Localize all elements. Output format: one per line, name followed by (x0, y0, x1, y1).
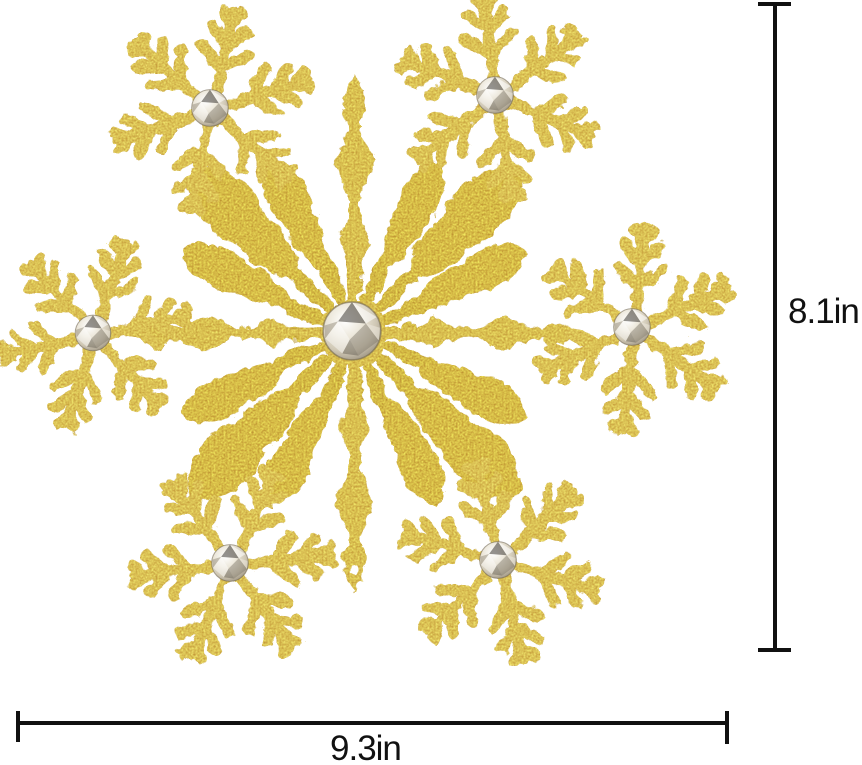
height-dimension-label: 8.1in (788, 292, 860, 331)
width-measure-line (17, 721, 728, 725)
gem-bottom-left (211, 544, 249, 582)
gem-right (613, 308, 651, 346)
gem-top-left (191, 89, 229, 127)
height-measure-line (773, 3, 777, 651)
width-dimension-label: 9.3in (330, 729, 402, 765)
gem-top-right (476, 76, 514, 114)
height-measure-cap-bottom (758, 648, 791, 652)
gem-center (322, 301, 382, 361)
gem-left (74, 314, 112, 352)
width-measure-cap-right (725, 711, 729, 744)
width-measure-cap-left (16, 711, 20, 742)
gem-bottom-right (479, 541, 517, 579)
height-measure-cap-top (758, 2, 791, 6)
